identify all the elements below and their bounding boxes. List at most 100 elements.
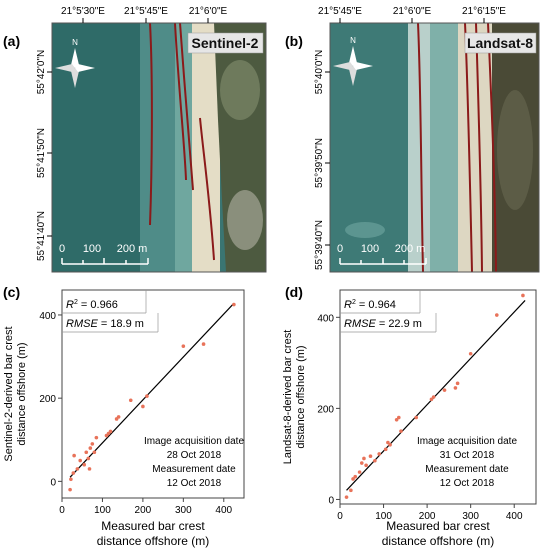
scale-label: 100 <box>361 243 379 255</box>
data-point <box>414 415 419 420</box>
r2-label: R <box>344 299 352 311</box>
data-point <box>344 495 349 499</box>
measurement-date: 12 Oct 2018 <box>440 478 495 489</box>
lon-tick-label: 21°6'15"E <box>462 6 506 17</box>
y-axis-label: Sentinel-2-derived bar crest <box>3 326 15 461</box>
acquisition-label: Image acquisition date <box>417 436 518 447</box>
acquisition-date: 28 Oct 2018 <box>167 450 222 461</box>
data-point <box>495 313 499 317</box>
fit-line <box>346 300 526 491</box>
scale-bar-a: 0 100 200 m <box>59 243 149 265</box>
lat-tick-label: 55°39'50"N <box>314 138 325 188</box>
north-arrow-icon-a <box>55 48 95 88</box>
panel-letter-c: (c) <box>3 284 20 300</box>
lat-tick-label: 55°39'40"N <box>314 220 325 270</box>
acquisition-label: Image acquisition date <box>144 436 245 447</box>
data-point <box>351 477 355 481</box>
x-tick-label: 300 <box>175 505 192 516</box>
panel-letter-d: (d) <box>285 284 303 300</box>
data-point <box>386 440 390 445</box>
svg-text:RMSE = 22.9 m: RMSE = 22.9 m <box>344 318 422 330</box>
stats-box: R2 = 0.964 RMSE = 22.9 m <box>340 290 437 333</box>
data-point <box>86 456 91 461</box>
data-point <box>92 450 97 455</box>
data-point <box>397 415 401 420</box>
north-arrow-icon-b <box>333 46 373 86</box>
x-tick-label: 0 <box>337 511 343 522</box>
data-point <box>431 395 436 399</box>
x-tick-label: 400 <box>215 505 232 516</box>
svg-text:R2 = 0.966: R2 = 0.966 <box>66 299 118 311</box>
data-point <box>201 342 206 346</box>
lat-tick-label: 55°42'0"N <box>36 50 47 95</box>
scale-label: 200 m <box>395 243 426 255</box>
data-point <box>453 386 458 390</box>
r2-value: = 0.966 <box>78 299 118 311</box>
panel-letter-a: (a) <box>3 33 20 49</box>
y-axis-label: distance offshore (m) <box>295 345 307 448</box>
x-tick-label: 100 <box>375 511 392 522</box>
lat-tick-label: 55°41'50"N <box>36 128 47 178</box>
data-point <box>128 398 133 403</box>
measurement-label: Measurement date <box>425 464 509 475</box>
x-axis-label: distance offshore (m) <box>97 534 210 548</box>
rmse-label: RMSE <box>66 318 98 330</box>
scale-label: 0 <box>337 243 343 255</box>
scale-label: 100 <box>83 243 101 255</box>
scale-label: 200 m <box>117 243 148 255</box>
data-point <box>232 302 236 307</box>
data-point <box>399 429 403 433</box>
chart-marks: 0 100 200 300 400 0 200 400 <box>39 302 236 516</box>
data-point <box>362 456 366 461</box>
chart-marks: 0 100 200 300 400 0 200 400 <box>317 293 526 522</box>
data-point <box>69 477 73 482</box>
r2-sup: 2 <box>352 299 356 306</box>
r2-value: = 0.964 <box>356 299 396 311</box>
satellite-label-a: Sentinel-2 <box>192 35 259 51</box>
data-point <box>388 443 392 447</box>
data-point <box>87 467 92 471</box>
x-tick-label: 200 <box>419 511 436 522</box>
lon-tick-label: 21°6'0"E <box>189 6 228 17</box>
map-panel-a: N Sentinel-2 0 100 200 m 21°5'30"E 21°5'… <box>3 6 267 273</box>
y-tick-label: 400 <box>39 311 56 322</box>
data-point <box>455 381 460 386</box>
r2-sup: 2 <box>74 299 78 306</box>
data-point <box>357 470 362 474</box>
data-point <box>90 442 95 446</box>
data-point <box>68 487 72 492</box>
y-axis-label: distance offshore (m) <box>16 342 28 445</box>
x-tick-label: 100 <box>94 505 111 516</box>
measurement-label: Measurement date <box>152 464 236 475</box>
data-point <box>78 458 82 463</box>
plot-frame <box>61 289 245 499</box>
data-point <box>181 344 186 348</box>
lon-tick-label: 21°5'45"E <box>318 6 362 17</box>
data-point <box>373 458 377 463</box>
data-point <box>468 351 473 356</box>
north-label-b: N <box>350 36 356 45</box>
r2-label: R <box>66 299 74 311</box>
data-point <box>429 397 434 402</box>
data-point <box>521 293 525 298</box>
lat-tick-label: 55°40'0"N <box>314 50 325 95</box>
scale-bar-b: 0 100 200 m <box>337 243 427 265</box>
data-point <box>75 467 80 471</box>
x-tick-label: 200 <box>135 505 152 516</box>
svg-text:RMSE = 18.9 m: RMSE = 18.9 m <box>66 318 144 330</box>
fit-line <box>69 302 235 478</box>
data-point <box>71 471 76 475</box>
x-axis-label: Measured bar crest <box>101 519 205 533</box>
rmse-value: = 18.9 m <box>98 318 144 330</box>
lon-tick-label: 21°5'45"E <box>124 6 168 17</box>
north-label-a: N <box>72 38 78 47</box>
stats-box: R2 = 0.966 RMSE = 18.9 m <box>62 290 159 333</box>
data-point <box>72 453 76 458</box>
x-axis-label: distance offshore (m) <box>382 534 495 548</box>
data-point <box>145 394 149 398</box>
x-tick-label: 300 <box>462 511 479 522</box>
svg-text:R2 = 0.964: R2 = 0.964 <box>344 299 396 311</box>
scatter-chart-d: (d) R2 = 0.964 RMSE = 22.9 m Image acqui… <box>282 284 537 548</box>
y-tick-label: 200 <box>39 394 56 405</box>
measurement-date: 12 Oct 2018 <box>167 478 222 489</box>
